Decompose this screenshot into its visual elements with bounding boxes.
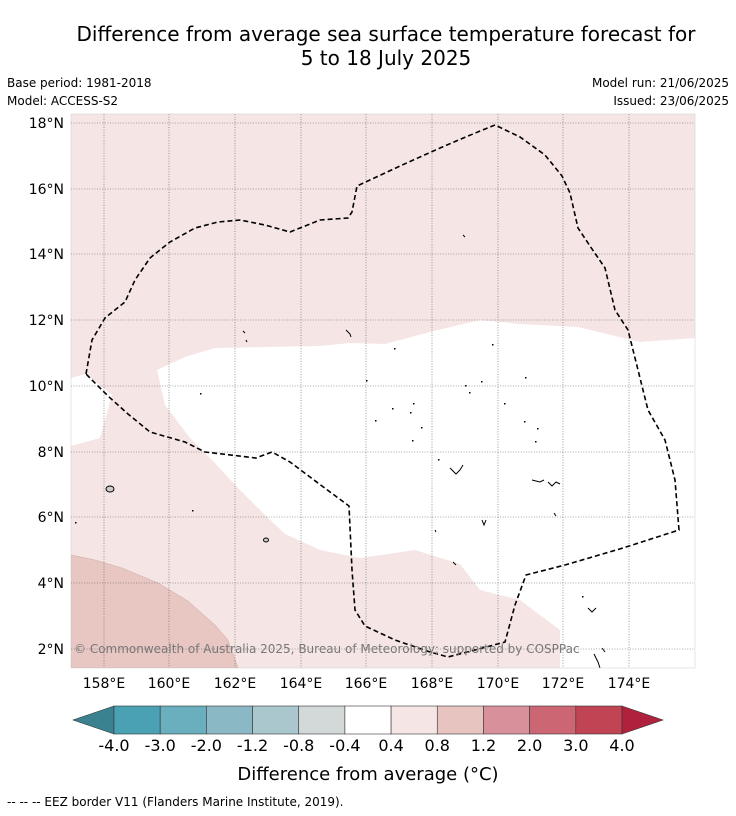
lat-label: 12°N	[29, 313, 64, 329]
colorbar-tick-label: -2.0	[191, 736, 222, 755]
lon-label: 172°E	[542, 676, 585, 692]
colorbar-bin	[344, 705, 392, 735]
lat-label: 4°N	[38, 576, 64, 592]
colorbar-tick-label: -4.0	[98, 736, 129, 755]
map-frame	[70, 113, 696, 669]
lon-label: 162°E	[214, 676, 257, 692]
colorbar-tick-label: 0.4	[378, 736, 403, 755]
grid-lines	[71, 114, 695, 668]
lat-label: 8°N	[38, 445, 64, 461]
colorbar-tick-label: 0.8	[425, 736, 450, 755]
anomaly-near-zero-region	[71, 374, 112, 446]
islands	[105, 234, 606, 668]
lon-label: 160°E	[148, 676, 191, 692]
eez-border	[85, 124, 680, 658]
lat-label: 10°N	[29, 379, 64, 395]
colorbar-bin	[529, 705, 577, 735]
longitude-axis: 158°E 160°E 162°E 164°E 166°E 168°E 170°…	[83, 676, 651, 692]
colorbar-tick-label: 3.0	[563, 736, 588, 755]
colorbar-ticks: -4.0 -3.0 -2.0 -1.2 -0.8 -0.4 0.4 0.8 1.2 2.0 3.0 4…	[98, 736, 634, 755]
colorbar-under-arrow	[72, 705, 115, 735]
colorbar-bin	[483, 705, 530, 735]
colorbar-bin	[298, 705, 346, 735]
colorbar-tick-label: 1.2	[471, 736, 496, 755]
colorbar-bins	[113, 705, 623, 735]
colorbar-bin	[159, 705, 207, 735]
anomaly-near-zero-region	[157, 320, 695, 668]
colorbar: -4.0 -3.0 -2.0 -1.2 -0.8 -0.4 0.4 0.8 1.2 2.0 3.0 4…	[72, 705, 664, 785]
lon-label: 168°E	[411, 676, 454, 692]
lon-label: 158°E	[83, 676, 126, 692]
lon-label: 170°E	[477, 676, 520, 692]
colorbar-tick-label: -1.2	[237, 736, 268, 755]
colorbar-label: Difference from average (°C)	[237, 764, 498, 785]
colorbar-tick-label: 2.0	[517, 736, 542, 755]
meta-left: Base period: 1981-2018 Model: ACCESS-S2	[7, 74, 152, 110]
lat-label: 18°N	[29, 116, 64, 132]
colorbar-tick-label: -0.8	[283, 736, 314, 755]
colorbar-bin	[252, 705, 300, 735]
model-name: Model: ACCESS-S2	[7, 94, 119, 108]
copyright-notice: © Commonwealth of Australia 2025, Bureau…	[74, 642, 580, 656]
colorbar-bin	[436, 705, 484, 735]
model-run: Model run: 21/06/2025	[591, 76, 729, 90]
colorbar-tick-label: -3.0	[145, 736, 176, 755]
title-line-1: Difference from average sea surface temp…	[76, 22, 696, 46]
small-islets	[75, 344, 584, 598]
colorbar-bin	[206, 705, 253, 735]
lon-label: 174°E	[608, 676, 651, 692]
colorbar-tick-label: -0.4	[329, 736, 360, 755]
colorbar-bin	[390, 705, 438, 735]
colorbar-tick-label: 4.0	[609, 736, 634, 755]
title-line-2: 5 to 18 July 2025	[300, 46, 472, 70]
colorbar-bin	[575, 705, 623, 735]
meta-right: Model run: 21/06/2025 Issued: 23/06/2025	[592, 74, 729, 110]
lat-label: 14°N	[29, 247, 64, 263]
lat-label: 16°N	[29, 182, 64, 198]
issued-date: Issued: 23/06/2025	[613, 94, 729, 108]
lat-label: 2°N	[38, 642, 64, 658]
colorbar-over-arrow	[621, 705, 664, 735]
lat-label: 6°N	[38, 510, 64, 526]
lon-label: 166°E	[345, 676, 388, 692]
chart-title: Difference from average sea surface temp…	[0, 22, 736, 70]
eez-legend-note: -- -- -- EEZ border V11 (Flanders Marine…	[7, 795, 344, 809]
latitude-axis: 18°N 16°N 14°N 12°N 10°N 8°N 6°N 4°N 2°N	[29, 116, 64, 658]
map-plot-area: © Commonwealth of Australia 2025, Bureau…	[71, 114, 695, 668]
base-period: Base period: 1981-2018	[7, 76, 152, 90]
colorbar-bin	[113, 705, 161, 735]
lon-label: 164°E	[280, 676, 323, 692]
